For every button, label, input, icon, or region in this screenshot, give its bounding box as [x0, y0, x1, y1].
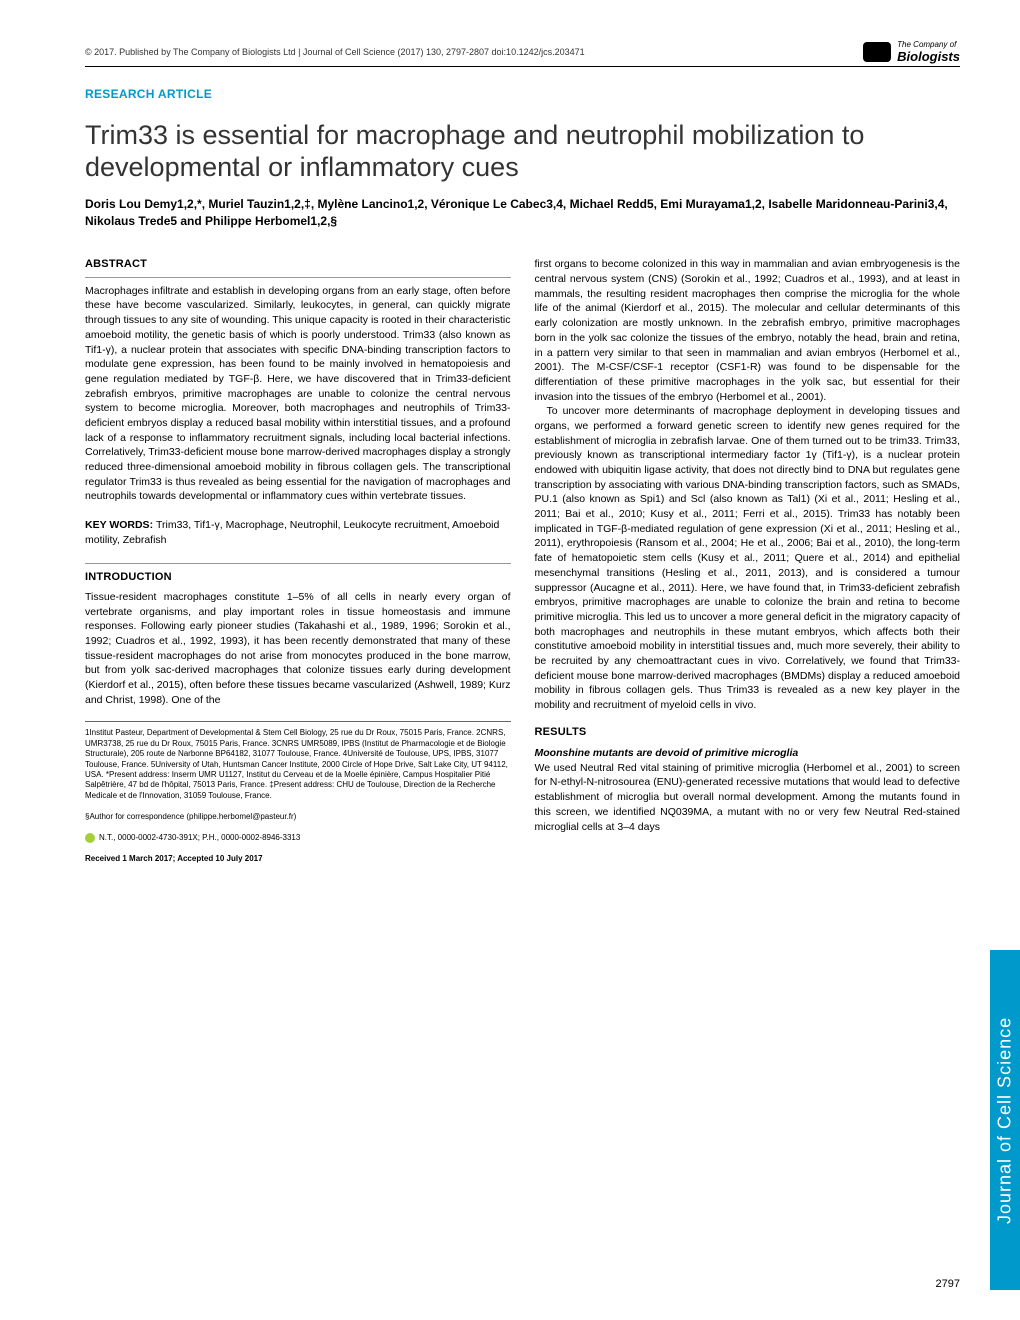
logo-small-text: The Company of [897, 40, 960, 49]
results-heading: RESULTS [535, 725, 961, 740]
orcid-icon [85, 833, 95, 843]
keywords-label: KEY WORDS: [85, 519, 156, 531]
publisher-logo: The Company of Biologists [863, 40, 960, 64]
body-paragraph: first organs to become colonized in this… [535, 257, 961, 404]
logo-big-text: Biologists [897, 49, 960, 64]
keywords: KEY WORDS: Trim33, Tif1-γ, Macrophage, N… [85, 518, 511, 547]
abstract-text: Macrophages infiltrate and establish in … [85, 284, 511, 504]
right-column: first organs to become colonized in this… [535, 257, 961, 864]
article-title: Trim33 is essential for macrophage and n… [85, 119, 960, 184]
dates: Received 1 March 2017; Accepted 10 July … [85, 853, 511, 864]
intro-paragraph: Tissue-resident macrophages constitute 1… [85, 590, 511, 708]
correspondence: §Author for correspondence (philippe.her… [85, 811, 511, 822]
rule [85, 563, 511, 564]
results-subheading: Moonshine mutants are devoid of primitiv… [535, 746, 961, 761]
logo-icon [863, 42, 891, 62]
orcid-text: N.T., 0000-0002-4730-391X; P.H., 0000-00… [99, 832, 300, 843]
article-type: RESEARCH ARTICLE [85, 87, 960, 101]
copyright-text: © 2017. Published by The Company of Biol… [85, 47, 585, 57]
page-number: 2797 [936, 1278, 960, 1290]
intro-heading: INTRODUCTION [85, 570, 511, 585]
affiliations: 1Institut Pasteur, Department of Develop… [85, 721, 511, 801]
abstract-heading: ABSTRACT [85, 257, 511, 272]
authors: Doris Lou Demy1,2,*, Muriel Tauzin1,2,‡,… [85, 196, 960, 230]
body-paragraph: To uncover more determinants of macropha… [535, 404, 961, 712]
results-paragraph: We used Neutral Red vital staining of pr… [535, 761, 961, 834]
journal-side-tab: Journal of Cell Science [990, 950, 1020, 1290]
header-bar: © 2017. Published by The Company of Biol… [85, 40, 960, 67]
orcid-line: N.T., 0000-0002-4730-391X; P.H., 0000-00… [85, 832, 511, 843]
left-column: ABSTRACT Macrophages infiltrate and esta… [85, 257, 511, 864]
rule [85, 277, 511, 278]
